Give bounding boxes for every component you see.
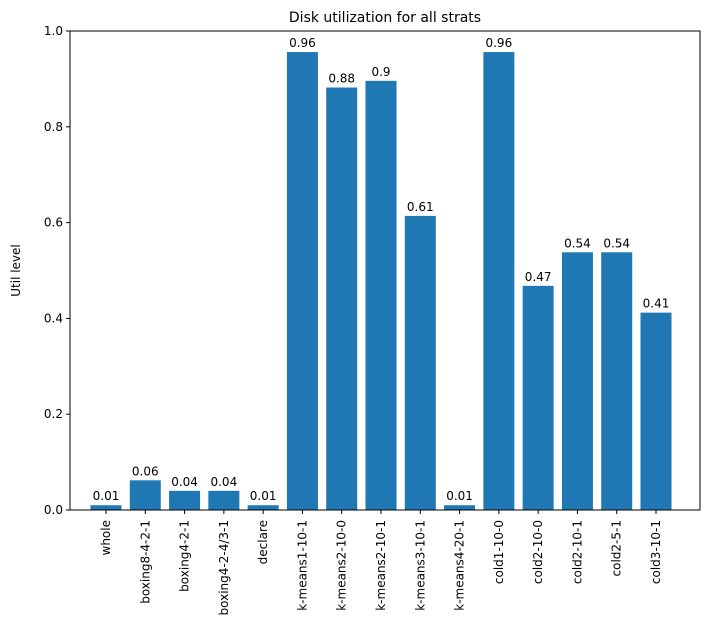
data-label-3: 0.04: [210, 475, 237, 489]
data-label-13: 0.54: [603, 236, 630, 250]
x-tick-label-11: cold2-10-0: [531, 520, 545, 584]
x-tick-label-4: declare: [256, 520, 270, 564]
x-tick-label-0: whole: [99, 520, 113, 555]
bar-4: [247, 505, 279, 510]
x-tick-label-5: k-means1-10-1: [295, 520, 309, 611]
data-label-4: 0.01: [250, 489, 277, 503]
x-tick-label-7: k-means2-10-1: [374, 520, 388, 611]
bar-9: [444, 505, 476, 510]
y-tick-label-0: 0.0: [44, 503, 63, 517]
bar-0: [90, 505, 122, 510]
x-tick-label-10: cold1-10-0: [492, 520, 506, 584]
data-label-0: 0.01: [93, 489, 120, 503]
x-tick-label-2: boxing4-2-1: [178, 520, 192, 592]
bar-6: [326, 87, 358, 510]
x-tick-label-3: boxing4-2-4/3-1: [217, 520, 231, 615]
bars-group: [90, 52, 672, 511]
data-label-8: 0.61: [407, 200, 434, 214]
data-label-9: 0.01: [446, 489, 473, 503]
data-label-6: 0.88: [328, 72, 355, 86]
data-labels-group: 0.01 0.06 0.04 0.04 0.01 0.96 0.88 0.9 0.61 0.01 0…: [93, 36, 670, 503]
data-label-11: 0.47: [525, 270, 552, 284]
x-tick-label-13: cold2-5-1: [610, 520, 624, 576]
data-label-2: 0.04: [171, 475, 198, 489]
data-label-7: 0.9: [371, 65, 390, 79]
y-tick-label-5: 1.0: [44, 24, 63, 38]
plot-frame: [69, 30, 701, 511]
bar-7: [365, 80, 397, 510]
y-tick-label-2: 0.4: [44, 311, 63, 325]
chart-title: Disk utilization for all strats: [289, 10, 481, 26]
bar-3: [208, 490, 240, 510]
bar-1: [129, 480, 161, 510]
y-tick-label-1: 0.2: [44, 407, 63, 421]
bar-10: [483, 52, 515, 511]
y-tick-label-4: 0.8: [44, 120, 63, 134]
x-axis-ticks: whole boxing8-4-2-1 boxing4-2-1 boxing4-2-4…: [99, 510, 663, 615]
bar-8: [404, 215, 436, 511]
bar-12: [561, 252, 593, 510]
data-label-10: 0.96: [485, 36, 512, 50]
y-tick-label-3: 0.6: [44, 216, 63, 230]
data-label-1: 0.06: [132, 464, 159, 478]
bar-11: [522, 285, 554, 510]
y-axis-label: Util level: [9, 244, 23, 297]
data-label-14: 0.41: [643, 297, 670, 311]
y-axis-ticks: 0.0 0.2 0.4 0.6 0.8 1.0: [44, 24, 70, 517]
bar-2: [169, 490, 201, 510]
x-tick-label-6: k-means2-10-0: [335, 520, 349, 611]
data-label-5: 0.96: [289, 36, 316, 50]
x-tick-label-8: k-means3-10-1: [413, 520, 427, 611]
x-tick-label-12: cold2-10-1: [570, 520, 584, 584]
x-tick-label-9: k-means4-20-1: [453, 520, 467, 611]
bar-14: [640, 312, 672, 510]
data-label-12: 0.54: [564, 236, 591, 250]
bar-5: [286, 52, 318, 511]
x-tick-label-1: boxing8-4-2-1: [138, 520, 152, 604]
bar-13: [601, 252, 633, 510]
x-tick-label-14: cold3-10-1: [649, 520, 663, 584]
